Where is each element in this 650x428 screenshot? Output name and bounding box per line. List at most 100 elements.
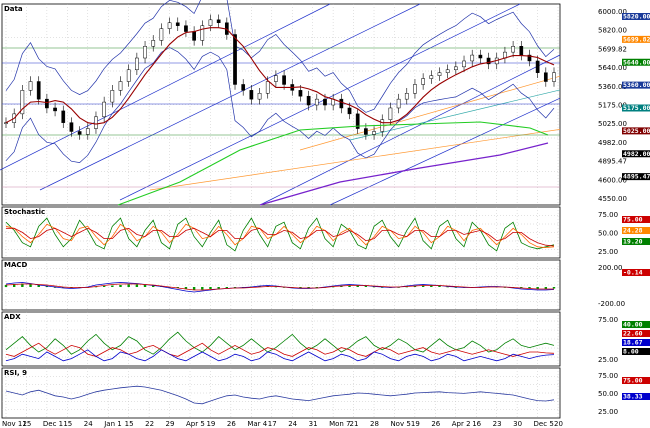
value-marker-bg xyxy=(622,393,650,400)
axis-tick-label: 75.00 xyxy=(598,316,618,324)
value-marker-label: 19.20 xyxy=(623,238,643,246)
candle-body xyxy=(347,107,352,115)
candle-body xyxy=(454,66,458,71)
axis-tick-label: 5175.00 xyxy=(598,102,627,110)
value-marker-bg xyxy=(622,104,650,112)
axis-tick-label: 4982.00 xyxy=(598,139,627,147)
histogram-bar xyxy=(552,287,556,289)
candle-body xyxy=(208,19,213,26)
value-marker-bg xyxy=(622,81,650,89)
candle-body xyxy=(77,131,82,135)
candle-body xyxy=(69,122,74,132)
x-tick-label: 21 xyxy=(350,420,359,428)
series-line-2 xyxy=(5,349,555,362)
histogram-bar xyxy=(544,287,548,289)
series-line-1 xyxy=(5,283,554,291)
candle-body xyxy=(404,93,409,100)
x-tick-label: 24 xyxy=(288,420,297,428)
series-line-0 xyxy=(5,217,555,252)
axis-tick-label: 4895.47 xyxy=(598,158,627,166)
histogram-bar xyxy=(299,287,302,288)
axis-tick-label: 75.00 xyxy=(598,372,618,380)
candle-body xyxy=(151,40,156,47)
histogram-bar xyxy=(4,285,8,287)
band-lower xyxy=(5,47,555,163)
candle-body xyxy=(53,107,57,112)
histogram-bar xyxy=(307,287,310,288)
candle-body xyxy=(421,78,425,85)
value-marker-label: 75.00 xyxy=(623,377,643,385)
x-tick-label: Jan 1 xyxy=(103,420,121,428)
histogram-bar xyxy=(356,285,359,287)
candle-body xyxy=(437,72,442,76)
candle-body xyxy=(519,46,524,56)
candle-body xyxy=(45,98,49,109)
x-tick-label: 23 xyxy=(493,420,502,428)
candle-body xyxy=(552,72,556,82)
x-tick-label: 26 xyxy=(431,420,440,428)
axis-tick-label: 5360.00 xyxy=(598,83,627,91)
candle-body xyxy=(167,22,172,29)
histogram-bar xyxy=(29,284,32,287)
candle-body xyxy=(413,84,417,94)
value-marker-label: 22.60 xyxy=(623,330,643,338)
value-marker-bg xyxy=(622,269,650,276)
axis-tick-label: 50.00 xyxy=(598,230,618,238)
x-tick-label: 22 xyxy=(145,420,154,428)
x-tick-label: 15 xyxy=(63,420,72,428)
candle-body xyxy=(462,60,466,68)
histogram-bar xyxy=(102,286,106,287)
candle-body xyxy=(200,25,205,41)
histogram-bar xyxy=(528,287,531,289)
value-marker-label: 75.00 xyxy=(623,216,643,224)
histogram-bar xyxy=(225,287,229,288)
value-marker-bg xyxy=(622,321,650,328)
x-tick-label: 19 xyxy=(411,420,420,428)
value-marker-bg xyxy=(622,173,650,181)
histogram-bar xyxy=(258,286,261,287)
value-marker-label: 4982.00 xyxy=(623,150,650,158)
value-marker-bg xyxy=(622,150,650,158)
candle-body xyxy=(306,95,311,106)
x-tick-label: Dec 5 xyxy=(534,420,554,428)
candle-body xyxy=(298,90,303,97)
candle-body xyxy=(355,113,360,129)
candle-body xyxy=(527,54,532,62)
histogram-bar xyxy=(21,283,24,287)
candle-body xyxy=(339,98,344,109)
axis-tick-label: 4550.00 xyxy=(598,195,627,203)
histogram-bar xyxy=(217,287,220,289)
value-marker-bg xyxy=(622,58,650,66)
candle-body xyxy=(20,90,25,115)
band-upper xyxy=(5,0,555,113)
histogram-bar xyxy=(119,285,122,287)
x-tick-label: 28 xyxy=(370,420,379,428)
candle-body xyxy=(470,54,475,62)
candle-body xyxy=(36,81,41,100)
series-line-1 xyxy=(5,223,555,249)
candle-body xyxy=(135,57,139,71)
x-tick-label: 29 xyxy=(166,420,175,428)
candle-body xyxy=(478,54,483,59)
candle-body xyxy=(102,101,106,118)
histogram-bar xyxy=(536,287,539,289)
histogram-bar xyxy=(143,285,147,287)
axis-tick-label: 25.00 xyxy=(598,356,618,364)
candle-body xyxy=(429,75,434,79)
x-tick-label: Apr 2 xyxy=(452,420,471,428)
x-tick-label: 26 xyxy=(227,420,236,428)
histogram-bar xyxy=(111,285,114,287)
candle-body xyxy=(314,98,319,106)
candle-body xyxy=(274,75,278,82)
histogram-bar xyxy=(209,287,212,289)
x-tick-label: 31 xyxy=(309,420,318,428)
axis-tick-label: 6000.00 xyxy=(598,8,627,16)
candle-body xyxy=(94,116,98,129)
value-marker-bg xyxy=(622,216,650,223)
trend-channel-line xyxy=(0,3,331,171)
candle-body xyxy=(543,72,548,82)
candle-body xyxy=(85,128,90,135)
candle-body xyxy=(61,110,66,123)
